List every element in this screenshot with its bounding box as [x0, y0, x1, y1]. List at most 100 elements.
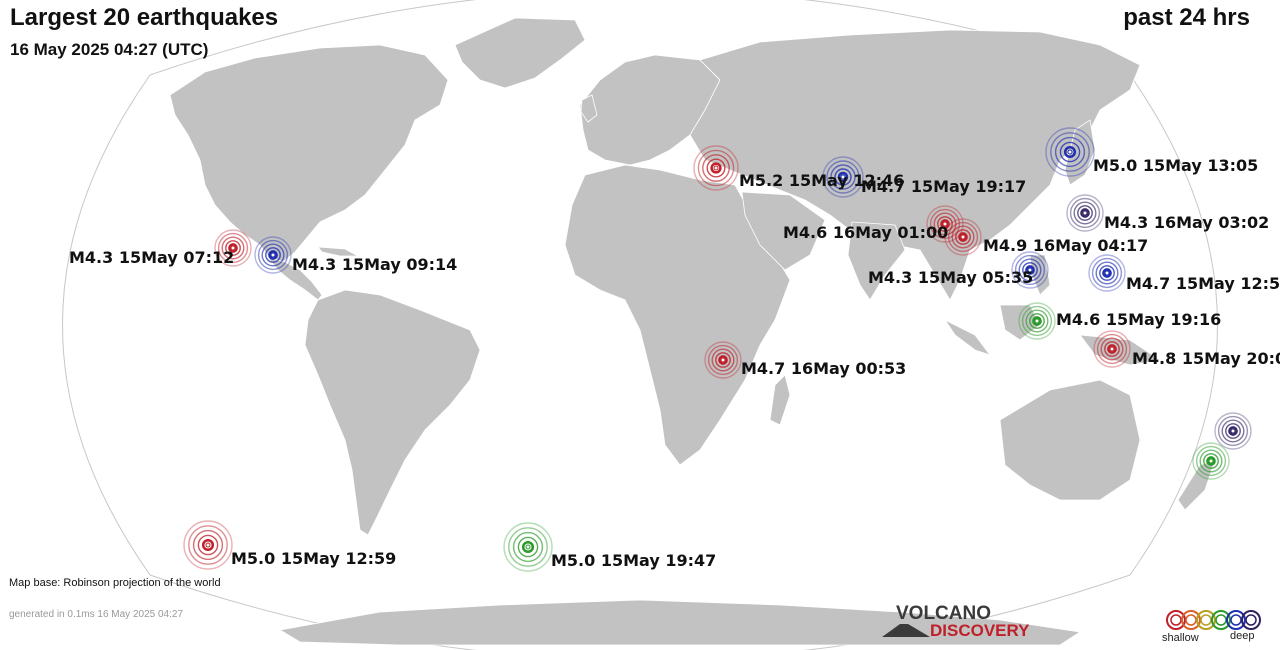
legend-ring — [1170, 614, 1182, 626]
earthquake-marker[interactable] — [944, 218, 982, 256]
marker-ring — [937, 216, 953, 232]
eq-label: M4.7 15May 12:51 — [1126, 274, 1280, 293]
asia — [689, 29, 1141, 301]
marker-ring — [254, 236, 292, 274]
marker-ring — [1214, 412, 1252, 450]
marker-ring — [1018, 302, 1056, 340]
eq-label: M5.0 15May 12:59 — [231, 549, 396, 568]
eq-label: M4.3 15May 05:35 — [868, 268, 1033, 287]
earthquake-marker[interactable] — [1011, 251, 1049, 289]
marker-ring — [707, 344, 739, 376]
earthquake-marker[interactable] — [183, 520, 233, 570]
marker-ring — [1096, 333, 1128, 365]
marker-ring — [268, 250, 278, 260]
earthquake-marker[interactable] — [1018, 302, 1056, 340]
earthquake-marker[interactable] — [822, 156, 864, 198]
legend-ring — [1196, 610, 1216, 630]
marker-ring — [1014, 254, 1046, 286]
sumatra — [943, 318, 992, 356]
marker-ring — [1099, 265, 1115, 281]
marker-ring — [947, 221, 979, 253]
earthquake-marker[interactable] — [503, 522, 553, 572]
earthquake-marker[interactable] — [1093, 330, 1131, 368]
eq-label: M4.8 15May 20:00 — [1132, 349, 1280, 368]
marker-ring — [1102, 268, 1112, 278]
legend-ring — [1166, 610, 1186, 630]
marker-ring — [261, 243, 285, 267]
eq-label: M4.7 15May 19:17 — [861, 177, 1026, 196]
eq-label: M5.0 15May 13:05 — [1093, 156, 1258, 175]
marker-ring — [711, 348, 735, 372]
madagascar — [769, 374, 791, 426]
marker-ring — [830, 164, 856, 190]
legend-ring — [1211, 610, 1231, 630]
legend-ring — [1241, 610, 1261, 630]
earthquake-marker[interactable] — [1192, 442, 1230, 480]
marker-ring — [1080, 208, 1090, 218]
marker-ring — [1054, 136, 1086, 168]
marker-center — [1082, 210, 1088, 216]
marker-ring — [183, 520, 233, 570]
map-timestamp: 16 May 2025 04:27 (UTC) — [10, 40, 209, 59]
legend-ring — [1230, 614, 1242, 626]
marker-ring — [826, 160, 860, 194]
marker-ring — [521, 540, 535, 554]
earthquake-marker[interactable] — [1088, 254, 1126, 292]
marker-ring — [710, 162, 722, 174]
legend-ring — [1200, 614, 1212, 626]
eq-label: M4.9 16May 04:17 — [983, 236, 1148, 255]
antarctica — [278, 599, 1082, 646]
marker-ring — [837, 171, 849, 183]
eq-label: M4.6 16May 01:00 — [783, 223, 948, 242]
marker-ring — [217, 232, 249, 264]
south-america — [304, 289, 481, 536]
marker-ring — [955, 229, 971, 245]
marker-ring — [1022, 262, 1038, 278]
marker-ring — [214, 229, 252, 267]
marker-ring — [1192, 442, 1230, 480]
marker-ring — [1221, 419, 1245, 443]
marker-center — [713, 165, 719, 171]
marker-ring — [197, 534, 219, 556]
marker-center — [960, 234, 966, 240]
marker-ring — [1021, 305, 1053, 337]
marker-ring — [718, 355, 728, 365]
marker-ring — [704, 341, 742, 379]
marker-ring — [1107, 344, 1117, 354]
marker-center — [1104, 270, 1110, 276]
marker-ring — [1100, 337, 1124, 361]
legend-ring — [1226, 610, 1246, 630]
marker-center — [1109, 346, 1115, 352]
arabian-peninsula — [741, 191, 826, 271]
marker-ring — [192, 529, 224, 561]
earthquake-labels: M4.3 15May 07:12 M4.3 15May 09:14 M5.0 1… — [69, 156, 1280, 570]
volcano-discovery-logo[interactable]: VOLCANO DISCOVERY — [882, 603, 1032, 643]
marker-ring — [940, 219, 950, 229]
eq-label: M5.0 15May 19:47 — [551, 551, 716, 570]
depth-legend: shallow deep — [1162, 608, 1272, 648]
marker-center — [270, 252, 276, 258]
marker-ring — [1225, 423, 1241, 439]
marker-ring — [1032, 316, 1042, 326]
earthquake-marker[interactable] — [1214, 412, 1252, 450]
volcano-icon — [882, 624, 930, 637]
earthquake-marker[interactable] — [693, 145, 739, 191]
marker-center — [205, 542, 211, 548]
legend-shallow-label: shallow — [1162, 632, 1199, 644]
marker-ring — [958, 232, 968, 242]
marker-ring — [1050, 132, 1090, 172]
earthquake-marker[interactable] — [1066, 194, 1104, 232]
earthquake-marker[interactable] — [704, 341, 742, 379]
marker-ring — [1228, 426, 1238, 436]
marker-center — [942, 221, 948, 227]
marker-ring — [1091, 257, 1123, 289]
earthquake-marker[interactable] — [254, 236, 292, 274]
marker-center — [840, 174, 846, 180]
great-britain — [580, 94, 598, 123]
marker-ring — [508, 527, 548, 567]
logo-text-discovery: DISCOVERY — [930, 621, 1030, 640]
earthquake-marker[interactable] — [214, 229, 252, 267]
eq-label: M4.3 16May 03:02 — [1104, 213, 1269, 232]
marker-ring — [265, 247, 281, 263]
earthquake-marker[interactable] — [1045, 127, 1095, 177]
